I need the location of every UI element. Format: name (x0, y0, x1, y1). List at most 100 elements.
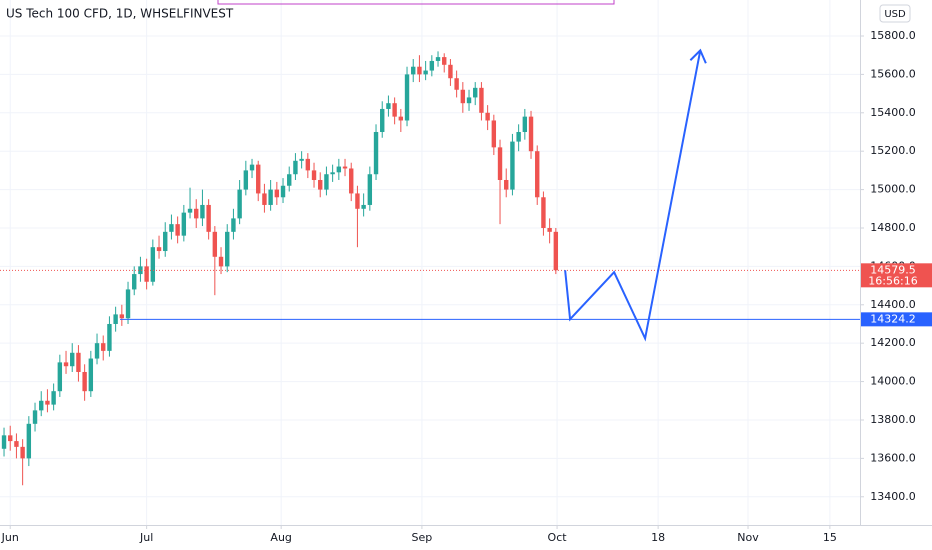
x-tick-label: 15 (823, 531, 837, 544)
candle-body (479, 87, 484, 113)
candle-body (491, 120, 497, 148)
candle-body (293, 160, 298, 175)
candle-body (280, 185, 286, 198)
currency-label: USD (884, 9, 906, 20)
candle-body (206, 204, 211, 232)
candle-body (175, 224, 180, 236)
x-tick-label: Aug (270, 531, 291, 544)
candle-body (367, 174, 373, 205)
currency-button[interactable] (879, 4, 911, 23)
horizontal-line-badge (861, 312, 932, 327)
y-tick-label: 13800.0 (870, 413, 916, 426)
candle-body (256, 164, 261, 194)
candle-body (454, 78, 459, 90)
candle-body (336, 166, 342, 173)
candle-body (355, 193, 360, 209)
x-tick-label: Sep (412, 531, 433, 544)
candle-body (386, 103, 391, 109)
candle-body (194, 208, 199, 219)
candle-body (76, 352, 81, 372)
candle-body (287, 174, 292, 186)
candle-body (32, 410, 38, 424)
candle-body (144, 266, 149, 282)
candle-body (460, 89, 466, 104)
candle-body (330, 172, 335, 175)
candle-body (150, 247, 156, 282)
candle-body (504, 179, 509, 190)
candle-body (82, 371, 87, 392)
candle-body (299, 158, 304, 161)
candle-body (51, 391, 56, 405)
candle-body (20, 446, 25, 459)
y-tick-label: 14200.0 (870, 336, 916, 349)
chart-title: US Tech 100 CFD, 1D, WHSELFINVEST (6, 7, 234, 21)
candle-body (423, 70, 428, 75)
candle-body (125, 289, 131, 319)
y-tick-label: 14000.0 (870, 375, 916, 388)
y-tick-label: 15200.0 (870, 144, 916, 157)
x-tick-label: Jun (1, 531, 19, 544)
axes: 13400.0 13600.0 13800.0 14000.0 14200.0 14400… (1, 29, 932, 544)
x-tick-label: Jul (139, 531, 153, 544)
x-tick-label: Oct (548, 531, 568, 544)
candle-body (324, 174, 329, 190)
candle-body (361, 204, 366, 209)
candle-body (528, 116, 534, 152)
arrow-head (689, 48, 707, 64)
candle-body (535, 151, 540, 198)
countdown-label: 16:56:16 (868, 274, 917, 287)
candle-body (163, 231, 168, 252)
candle-body (349, 168, 354, 194)
candle-body (466, 97, 472, 104)
candle-body (429, 60, 435, 71)
candle-body (138, 266, 143, 275)
candle-body (510, 141, 515, 190)
y-tick-label: 13600.0 (870, 451, 916, 464)
candle-body (200, 204, 205, 219)
candle-body (132, 274, 137, 290)
candle-body (442, 57, 447, 65)
candle-body (107, 323, 112, 351)
candle-body (516, 131, 521, 142)
last-price-badge (861, 263, 932, 288)
candle-body (156, 247, 162, 252)
candle-body (26, 423, 32, 459)
candle-body (380, 108, 385, 132)
candle-body (497, 147, 503, 180)
candle-body (101, 343, 106, 351)
candle-body (70, 352, 75, 367)
candle-body (45, 400, 50, 405)
projection-path (564, 50, 702, 342)
candle-body (39, 400, 44, 411)
candle-body (218, 256, 224, 267)
candle-body (541, 197, 546, 228)
x-tick-label: Nov (737, 531, 759, 544)
horizontal-line-label: 14324.2 (870, 312, 916, 325)
candle-body (417, 66, 422, 75)
candle-body (318, 179, 323, 190)
candle-body (94, 343, 100, 359)
y-tick-label: 15600.0 (870, 67, 916, 80)
y-tick-label: 14800.0 (870, 221, 916, 234)
candle-body (14, 441, 19, 447)
candle-body (119, 314, 125, 319)
candle-body (249, 164, 255, 171)
candle-body (522, 116, 528, 132)
candle-body (8, 435, 13, 442)
candle-body (243, 170, 249, 190)
candle-body (448, 64, 453, 79)
candle-body (187, 208, 193, 213)
candle-body (435, 57, 441, 61)
x-tick-label: 18 (651, 531, 665, 544)
candle-body (63, 362, 69, 367)
candle-body (311, 170, 317, 180)
y-tick-label: 15000.0 (870, 183, 916, 196)
marks (0, 48, 860, 486)
candle-body (1, 435, 7, 449)
candle-body (113, 314, 118, 324)
candle-body (237, 189, 242, 219)
candle-body (225, 231, 230, 267)
y-tick-label: 15800.0 (870, 29, 916, 42)
